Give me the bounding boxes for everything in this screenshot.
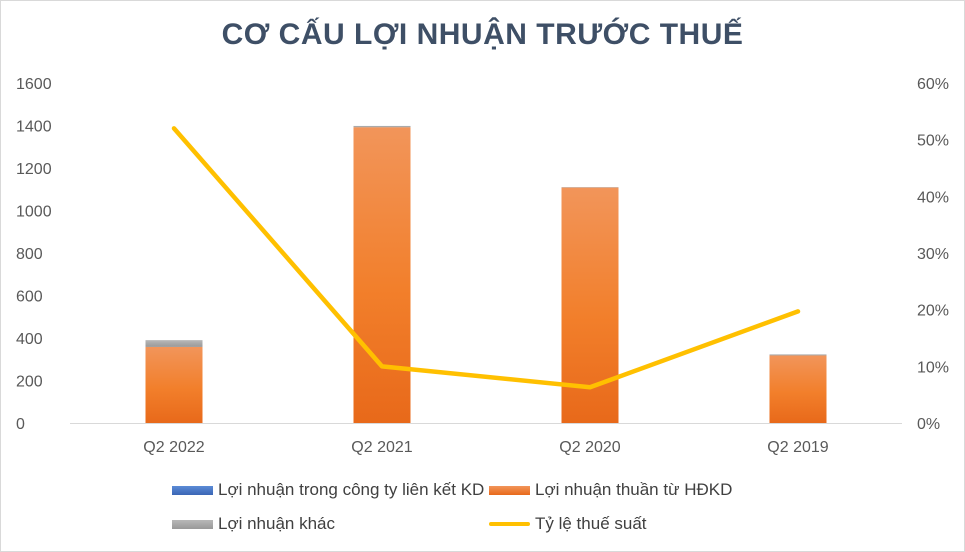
y-left-tick-label: 1000 bbox=[16, 204, 52, 221]
y-right-tick-label: 0% bbox=[917, 416, 940, 433]
y-left-tick-label: 800 bbox=[16, 246, 43, 263]
bar-2-1 bbox=[353, 125, 411, 128]
y-left-tick-label: 1400 bbox=[16, 119, 52, 136]
y-left-tick-label: 1200 bbox=[16, 161, 52, 178]
y-left-tick-label: 1600 bbox=[16, 76, 52, 93]
bar-2-0 bbox=[145, 340, 203, 347]
legend-swatch-gray bbox=[172, 519, 213, 529]
bar-1-3 bbox=[769, 355, 827, 423]
y-right-tick-label: 60% bbox=[917, 76, 949, 93]
x-tick-label: Q2 2019 bbox=[767, 439, 828, 456]
legend-swatch-blue bbox=[172, 485, 213, 495]
y-right-tick-label: 30% bbox=[917, 246, 949, 263]
x-tick-label: Q2 2021 bbox=[351, 439, 412, 456]
y-left-tick-label: 400 bbox=[16, 331, 43, 348]
y-right-tick-label: 40% bbox=[917, 189, 949, 206]
legend-label: Lợi nhuận thuần từ HĐKD bbox=[535, 480, 733, 499]
bar-2-3 bbox=[769, 354, 827, 356]
line-series-thue-suat bbox=[171, 126, 801, 390]
legend-swatch-orange bbox=[489, 485, 530, 495]
x-tick-label: Q2 2022 bbox=[143, 439, 204, 456]
y-left-tick-label: 200 bbox=[16, 374, 43, 391]
legend-label: Lợi nhuận trong công ty liên kết KD bbox=[218, 480, 485, 499]
legend-item-khac: Lợi nhuận khác bbox=[172, 514, 335, 534]
legend-line-yellow bbox=[489, 522, 530, 526]
bar-1-1 bbox=[353, 127, 411, 423]
chart-title: CƠ CẤU LỢI NHUẬN TRƯỚC THUẾ bbox=[221, 18, 744, 51]
legend-label: Tỷ lệ thuế suất bbox=[535, 514, 647, 533]
y-right-tick-label: 10% bbox=[917, 359, 949, 376]
bar-1-0 bbox=[145, 346, 203, 423]
x-tick-label: Q2 2020 bbox=[559, 439, 620, 456]
y-left-tick-label: 600 bbox=[16, 289, 43, 306]
legend-label: Lợi nhuận khác bbox=[218, 514, 336, 533]
legend-item-hdkd: Lợi nhuận thuần từ HĐKD bbox=[489, 480, 732, 500]
legend-item-lien-ket: Lợi nhuận trong công ty liên kết KD bbox=[172, 480, 484, 500]
y-right-tick-label: 50% bbox=[917, 133, 949, 150]
y-right-tick-label: 20% bbox=[917, 303, 949, 320]
y-left-tick-label: 0 bbox=[16, 416, 25, 433]
legend-item-thue-suat: Tỷ lệ thuế suất bbox=[489, 514, 647, 534]
